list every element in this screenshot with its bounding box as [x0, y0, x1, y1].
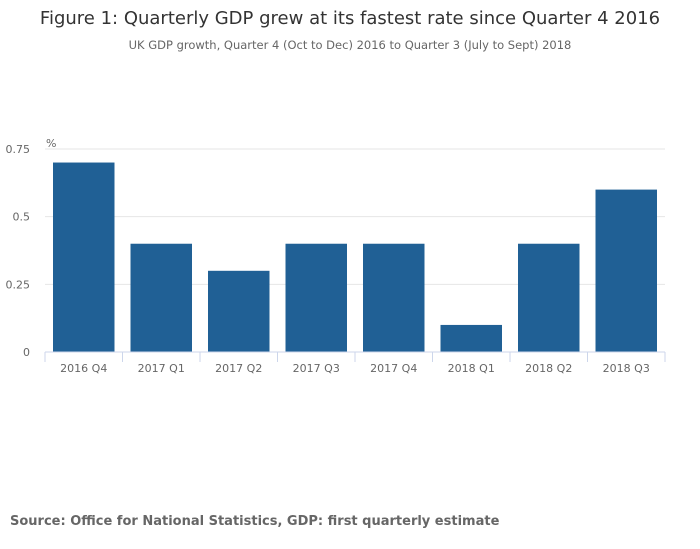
x-tick-label: 2016 Q4: [60, 362, 107, 375]
y-tick-label: 0.75: [6, 143, 31, 156]
y-axis-label: %: [46, 137, 56, 150]
bar: [285, 243, 347, 352]
x-tick-label: 2018 Q3: [603, 362, 650, 375]
x-tick-label: 2017 Q1: [138, 362, 185, 375]
bar: [53, 162, 115, 352]
x-tick-label: 2017 Q3: [293, 362, 340, 375]
y-tick-label: 0.25: [6, 278, 31, 291]
x-tick-label: 2018 Q2: [525, 362, 572, 375]
bar-chart: 0 0.25 0.5 0.75 % 2016 Q4 2017 Q1 2017 Q2 2017 Q…: [6, 137, 666, 375]
y-tick-label: 0.5: [13, 211, 31, 224]
bar: [440, 324, 502, 352]
bar: [208, 270, 270, 352]
source-note: Source: Office for National Statistics, …: [10, 514, 500, 529]
x-tick-label: 2017 Q2: [215, 362, 262, 375]
x-tick-label: 2017 Q4: [370, 362, 417, 375]
bar: [130, 243, 192, 352]
bar: [595, 189, 657, 352]
y-tick-label: 0: [23, 346, 30, 359]
chart-title: Figure 1: Quarterly GDP grew at its fast…: [39, 8, 661, 29]
x-tick-label: 2018 Q1: [448, 362, 495, 375]
bar: [363, 243, 425, 352]
bar: [518, 243, 580, 352]
chart-subtitle: UK GDP growth, Quarter 4 (Oct to Dec) 20…: [128, 38, 572, 52]
